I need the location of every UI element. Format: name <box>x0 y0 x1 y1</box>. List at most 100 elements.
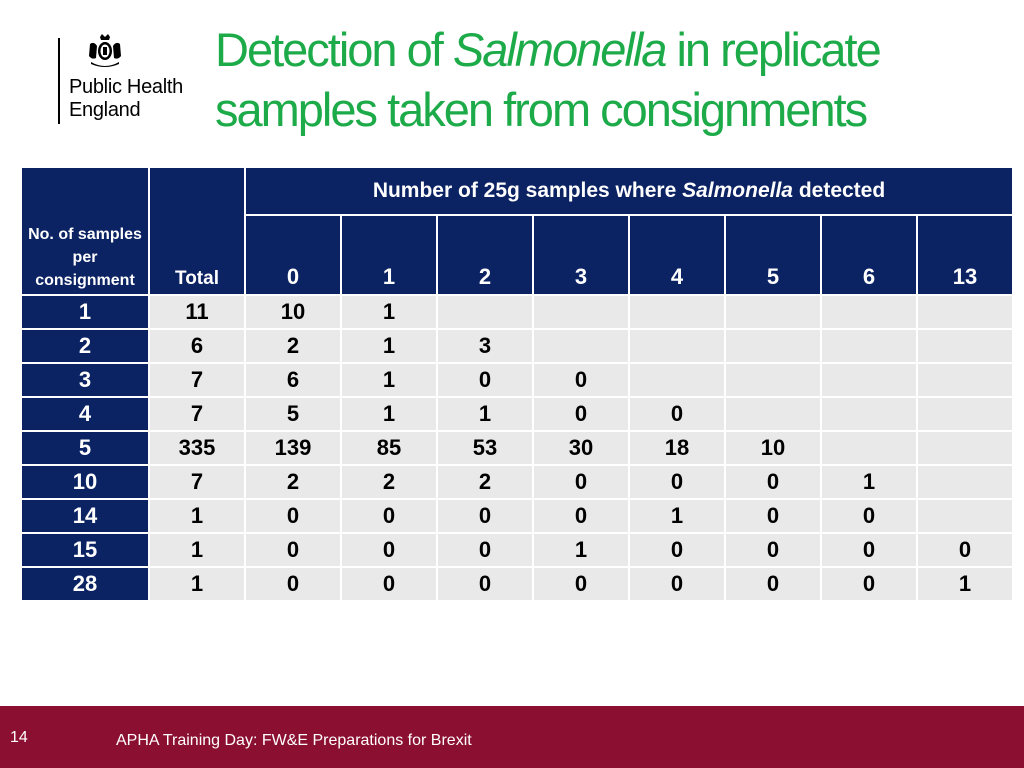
table-cell: 85 <box>342 432 436 464</box>
table-cell: 0 <box>822 500 916 532</box>
group-header-pre: Number of 25g samples where <box>372 179 683 202</box>
group-header-post: detected <box>792 179 886 202</box>
table-cell: 0 <box>246 534 340 566</box>
table-cell <box>630 364 724 396</box>
table-cell: 0 <box>822 568 916 600</box>
column-header-1: 1 <box>342 216 436 294</box>
table-cell: 0 <box>726 500 820 532</box>
row-total: 11 <box>150 296 244 328</box>
table-cell: 0 <box>534 364 628 396</box>
phe-logo: Public Health England <box>58 34 208 126</box>
table-cell: 2 <box>342 466 436 498</box>
column-header-0: 0 <box>246 216 340 294</box>
table-cell <box>918 364 1012 396</box>
column-header-3: 3 <box>534 216 628 294</box>
table-cell <box>822 432 916 464</box>
row-total: 335 <box>150 432 244 464</box>
table-cell: 53 <box>438 432 532 464</box>
title-line-1: Detection of Salmonella in replicate <box>215 20 1015 80</box>
table-cell: 1 <box>342 330 436 362</box>
table-cell: 0 <box>726 568 820 600</box>
table-cell: 1 <box>822 466 916 498</box>
table-cell: 0 <box>630 398 724 430</box>
header-row-2: 0 1 2 3 4 5 6 13 <box>22 216 1012 294</box>
table-row: 1 11 10 1 <box>22 296 1012 328</box>
row-label: 28 <box>22 568 148 600</box>
row-total: 1 <box>150 500 244 532</box>
table-cell: 0 <box>534 500 628 532</box>
table-cell: 0 <box>534 568 628 600</box>
row-label: 2 <box>22 330 148 362</box>
table-cell: 10 <box>246 296 340 328</box>
table-cell: 0 <box>630 568 724 600</box>
table-cell: 0 <box>342 500 436 532</box>
group-header-italic: Salmonella <box>682 179 793 202</box>
title-part-1: Detection of <box>215 23 453 76</box>
table-cell: 1 <box>342 364 436 396</box>
title-italic: Salmonella <box>452 23 668 76</box>
table-row: 10 7 2 2 2 0 0 0 1 <box>22 466 1012 498</box>
column-header-6: 6 <box>822 216 916 294</box>
table-cell: 0 <box>726 534 820 566</box>
table-cell: 0 <box>630 466 724 498</box>
table-cell: 0 <box>918 534 1012 566</box>
table-cell <box>534 330 628 362</box>
table-cell: 0 <box>246 500 340 532</box>
table-row: 28 1 0 0 0 0 0 0 0 1 <box>22 568 1012 600</box>
table-cell: 0 <box>246 568 340 600</box>
table-cell: 6 <box>246 364 340 396</box>
row-label: 10 <box>22 466 148 498</box>
row-label: 5 <box>22 432 148 464</box>
table-cell: 0 <box>630 534 724 566</box>
table-cell <box>726 398 820 430</box>
table-cell: 0 <box>534 398 628 430</box>
table-cell <box>918 432 1012 464</box>
table-cell: 1 <box>918 568 1012 600</box>
table-cell <box>918 398 1012 430</box>
table-cell <box>630 296 724 328</box>
table-cell: 0 <box>438 568 532 600</box>
table-cell: 30 <box>534 432 628 464</box>
table-cell <box>822 296 916 328</box>
table-cell <box>534 296 628 328</box>
table-cell: 0 <box>822 534 916 566</box>
table-cell: 1 <box>630 500 724 532</box>
logo-line-1: Public Health <box>69 76 183 98</box>
row-total: 1 <box>150 568 244 600</box>
table-cell: 2 <box>246 330 340 362</box>
table-cell <box>438 296 532 328</box>
table-cell: 1 <box>342 296 436 328</box>
table-cell: 18 <box>630 432 724 464</box>
corner-header: No. of samples per consignment <box>22 168 148 294</box>
table-cell: 1 <box>438 398 532 430</box>
row-total: 6 <box>150 330 244 362</box>
row-label: 3 <box>22 364 148 396</box>
footer-text: APHA Training Day: FW&E Preparations for… <box>116 732 472 749</box>
table-cell <box>726 296 820 328</box>
slide-title: Detection of Salmonella in replicate sam… <box>215 20 1015 140</box>
table-cell: 0 <box>438 500 532 532</box>
table-cell: 0 <box>534 466 628 498</box>
row-label: 1 <box>22 296 148 328</box>
table-row: 5 335 139 85 53 30 18 10 <box>22 432 1012 464</box>
header-row-1: No. of samples per consignment Total Num… <box>22 168 1012 294</box>
title-part-2: in replicate <box>665 23 881 76</box>
column-header-4: 4 <box>630 216 724 294</box>
table-cell: 2 <box>246 466 340 498</box>
table-cell: 2 <box>438 466 532 498</box>
group-header: Number of 25g samples where Salmonella d… <box>246 168 1012 214</box>
corner-header-label: No. of samples per consignment <box>28 226 142 289</box>
logo-rule <box>58 38 60 124</box>
table-cell <box>630 330 724 362</box>
table-cell <box>918 330 1012 362</box>
page-number: 14 <box>10 729 28 746</box>
table-cell: 3 <box>438 330 532 362</box>
table-cell <box>822 330 916 362</box>
table-cell <box>726 364 820 396</box>
row-label: 4 <box>22 398 148 430</box>
total-header: Total <box>150 168 244 294</box>
table-cell: 0 <box>438 534 532 566</box>
table-cell <box>918 296 1012 328</box>
